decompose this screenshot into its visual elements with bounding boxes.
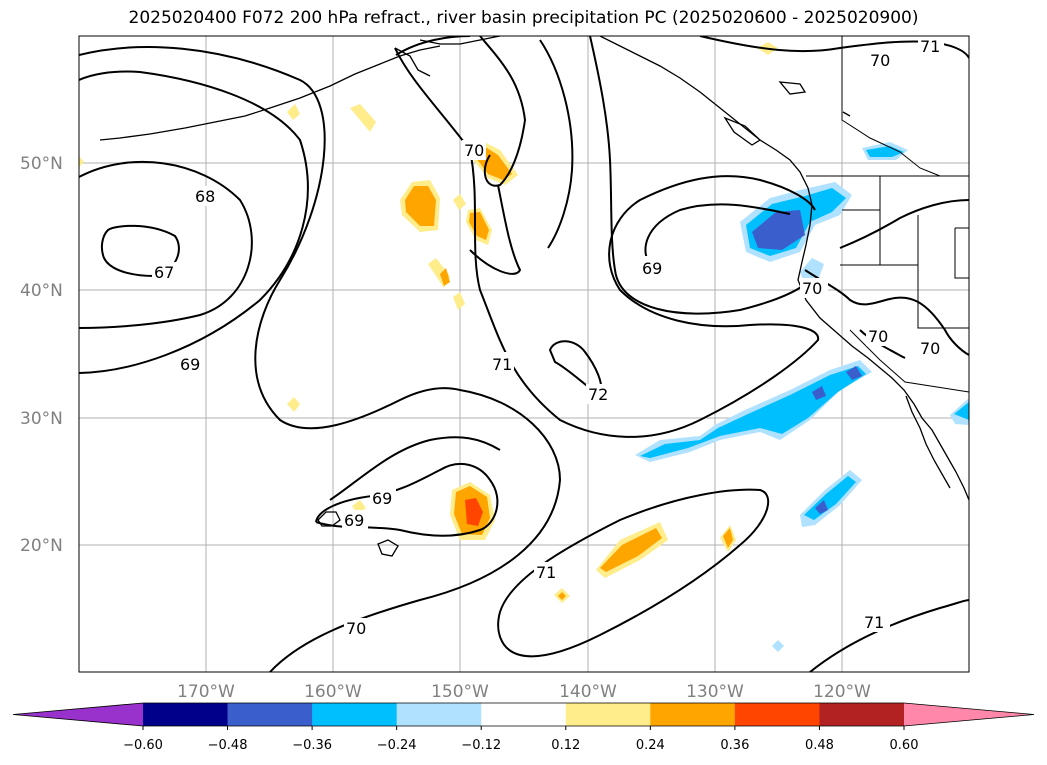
contour-label: 69	[180, 355, 200, 374]
contour-label: 71	[536, 563, 556, 582]
contour-label: 69	[642, 259, 662, 278]
colorbar-tick-label: 0.48	[805, 738, 834, 753]
contour-labels: 71 70 68 67 69 70 71 72 69 70 70 70 69	[152, 36, 944, 638]
contour-label: 67	[154, 263, 174, 282]
contour-label: 70	[868, 327, 888, 346]
lat-label: 50°N	[20, 154, 63, 174]
colorbar-tick-label: −0.48	[208, 738, 248, 753]
colorbar-tick-label: 0.36	[720, 738, 749, 753]
colorbar-bin	[143, 703, 229, 726]
lon-label: 120°W	[813, 682, 871, 702]
latitude-labels: 50°N 40°N 30°N 20°N	[20, 154, 63, 556]
colorbar-bin	[565, 703, 651, 726]
contour-label: 70	[802, 279, 822, 298]
colorbar-bin	[312, 703, 398, 726]
colorbar-bin	[227, 703, 313, 726]
colorbar-bin	[734, 703, 820, 726]
colorbar-bin	[819, 703, 905, 726]
contour-label: 69	[344, 511, 364, 530]
contour-label: 68	[195, 187, 215, 206]
lon-label: 140°W	[559, 682, 617, 702]
colorbar-bin	[481, 703, 567, 726]
colorbar-tick-label: −0.36	[292, 738, 332, 753]
colorbar-extend-min	[13, 703, 143, 726]
colorbar-tick-label: 0.60	[890, 738, 919, 753]
map-border	[78, 35, 970, 673]
contour-label: 69	[372, 489, 392, 508]
colorbar-extend-max	[904, 703, 1034, 726]
lat-label: 20°N	[20, 536, 63, 556]
map-frame	[79, 36, 969, 672]
precipitation-shading	[79, 42, 969, 652]
colorbar-tick-label: 0.24	[636, 738, 665, 753]
contour-label: 71	[920, 37, 940, 56]
lat-label: 40°N	[20, 281, 63, 301]
colorbar-tick-label: −0.24	[377, 738, 417, 753]
contour-label: 70	[870, 51, 890, 70]
colorbar-tick-label: −0.60	[123, 738, 163, 753]
coastlines	[99, 36, 969, 557]
lon-label: 170°W	[177, 682, 235, 702]
contour-label: 71	[492, 355, 512, 374]
colorbar-tick-label: −0.12	[461, 738, 501, 753]
lon-label: 150°W	[431, 682, 489, 702]
colorbar-bin	[650, 703, 736, 726]
colorbar-tick-label: 0.12	[551, 738, 580, 753]
contour-label: 72	[588, 385, 608, 404]
map-title: 2025020400 F072 200 hPa refract., river …	[128, 8, 919, 28]
contour-label: 70	[346, 619, 366, 638]
colorbar: −0.60 −0.48 −0.36 −0.24 −0.12 0.12 0.24 0.36 0.4…	[12, 702, 1035, 753]
colorbar-bin	[396, 703, 482, 726]
lat-label: 30°N	[20, 409, 63, 429]
contour-label: 70	[920, 339, 940, 358]
contour-label: 70	[464, 141, 484, 160]
lon-label: 160°W	[304, 682, 362, 702]
longitude-labels: 170°W 160°W 150°W 140°W 130°W 120°W	[177, 682, 871, 702]
lon-label: 130°W	[686, 682, 744, 702]
contour-label: 71	[864, 613, 884, 632]
